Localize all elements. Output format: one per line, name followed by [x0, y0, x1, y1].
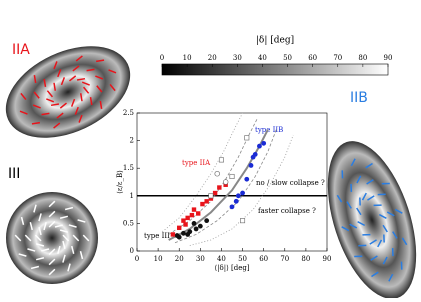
x-tick-label: 60	[259, 255, 268, 263]
x-tick-label: 50	[238, 255, 247, 263]
colorbar-tick-label: 40	[258, 54, 267, 62]
data-point	[177, 226, 181, 230]
data-point	[244, 177, 249, 182]
x-tick-label: 40	[217, 255, 226, 263]
annotation: no / slow collapse ?	[256, 179, 325, 187]
data-point	[236, 193, 241, 198]
data-point	[230, 174, 234, 178]
data-point	[200, 202, 204, 206]
x-tick-label: 0	[135, 255, 139, 263]
data-point	[234, 199, 239, 204]
y-tick-label: 2.5	[123, 109, 134, 117]
data-point	[209, 194, 213, 198]
data-point	[240, 218, 244, 222]
data-point	[198, 224, 203, 229]
data-point	[213, 191, 217, 195]
colorbar-tick-label: 80	[358, 54, 367, 62]
panel-label: III	[8, 166, 20, 182]
data-point	[245, 136, 249, 140]
y-tick-label: 1.5	[123, 164, 134, 172]
colorbar-tick-label: 70	[333, 54, 342, 62]
iii-image	[6, 192, 98, 284]
y-tick-label: 2	[130, 137, 134, 145]
y-tick-label: 1	[130, 192, 134, 200]
x-tick-label: 20	[175, 255, 184, 263]
data-point	[204, 199, 208, 203]
data-point	[181, 231, 186, 236]
data-point	[187, 229, 192, 234]
x-tick-label: 90	[323, 255, 332, 263]
colorbar-tick-label: 20	[208, 54, 217, 62]
annotation: type IIA	[182, 159, 211, 167]
data-point	[192, 207, 196, 211]
data-point	[183, 222, 187, 226]
annotation: type III	[144, 232, 170, 240]
y-tick-label: 0	[130, 247, 134, 255]
data-point	[253, 152, 258, 157]
data-point	[171, 232, 175, 236]
x-tick-label: 80	[301, 255, 310, 263]
panel-label: IIB	[350, 90, 368, 106]
colorbar-tick-label: 30	[233, 54, 242, 62]
data-point	[185, 216, 189, 220]
colorbar-tick-label: 50	[283, 54, 292, 62]
y-tick-label: 0.5	[123, 219, 134, 227]
data-point	[261, 141, 266, 146]
annotation: faster collapse ?	[258, 207, 316, 215]
colorbar-tick-label: 10	[183, 54, 192, 62]
data-point	[223, 180, 228, 185]
colorbar-tick-label: 90	[384, 54, 393, 62]
data-point	[230, 204, 235, 209]
colorbar-tick-label: 0	[160, 54, 164, 62]
x-tick-label: 10	[154, 255, 163, 263]
data-point	[215, 171, 220, 176]
data-point	[181, 218, 185, 222]
fit-curve	[169, 119, 258, 235]
data-point	[196, 211, 200, 215]
fit-curve	[162, 113, 242, 232]
x-tick-label: 30	[196, 255, 205, 263]
data-point	[192, 221, 197, 226]
annotation: type IIB	[255, 126, 283, 134]
data-point	[217, 185, 221, 189]
data-point	[240, 191, 245, 196]
colorbar-title: |δ| [deg]	[256, 36, 294, 46]
colorbar	[162, 64, 388, 75]
data-point	[204, 218, 209, 223]
y-axis-label: ⟨ε/ε_B⟩	[116, 170, 124, 194]
x-axis-label: ⟨|δ|⟩ [deg]	[214, 264, 249, 272]
x-tick-label: 70	[280, 255, 289, 263]
data-point	[249, 163, 254, 168]
data-point	[177, 235, 182, 240]
colorbar-tick-label: 60	[308, 54, 317, 62]
data-point	[190, 213, 194, 217]
fit-curve	[190, 135, 293, 245]
panel-label: IIA	[12, 42, 30, 58]
data-point	[219, 158, 223, 162]
data-point	[194, 227, 199, 232]
data-point	[257, 144, 262, 149]
